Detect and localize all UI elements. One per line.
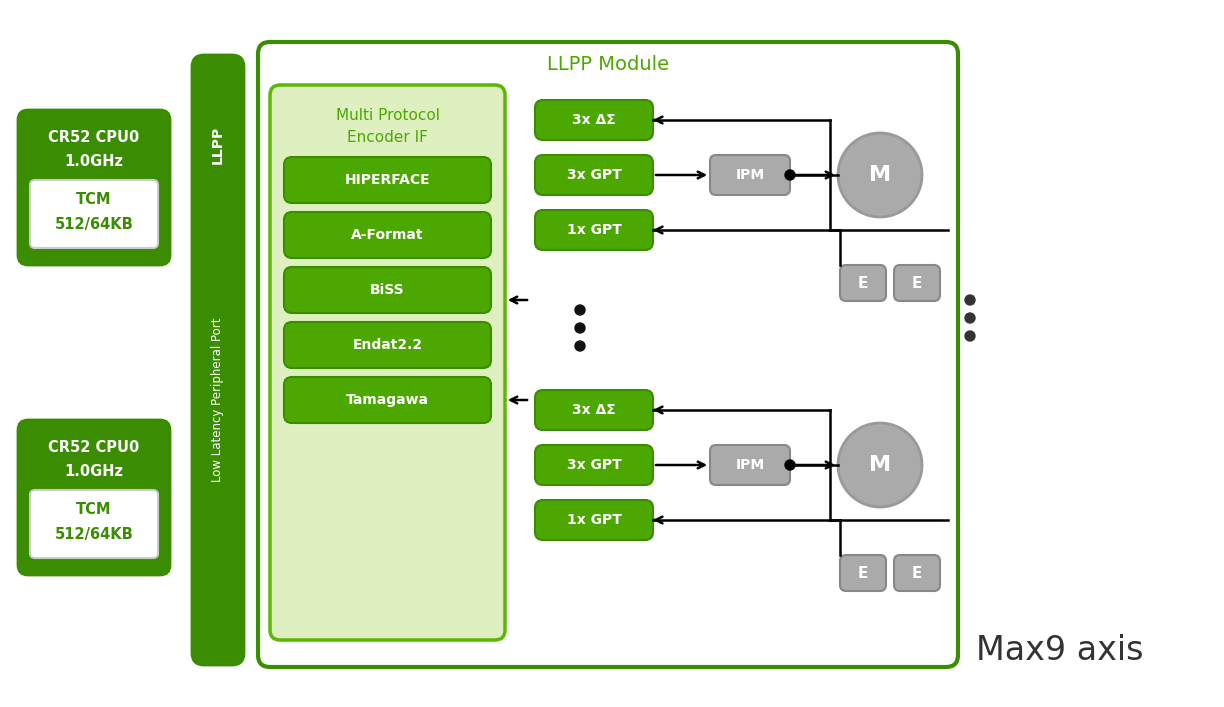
Text: CR52 CPU0: CR52 CPU0	[49, 131, 140, 146]
Text: 1.0GHz: 1.0GHz	[65, 155, 124, 170]
FancyBboxPatch shape	[192, 55, 244, 665]
Text: TCM: TCM	[76, 192, 111, 207]
Text: IPM: IPM	[736, 168, 765, 182]
Circle shape	[575, 341, 585, 351]
Circle shape	[838, 423, 922, 507]
FancyBboxPatch shape	[535, 100, 652, 140]
FancyBboxPatch shape	[894, 555, 940, 591]
FancyBboxPatch shape	[284, 377, 491, 423]
Text: CR52 CPU0: CR52 CPU0	[49, 440, 140, 455]
FancyBboxPatch shape	[284, 267, 491, 313]
Circle shape	[575, 305, 585, 315]
Text: BiSS: BiSS	[370, 283, 405, 297]
Text: Tamagawa: Tamagawa	[346, 393, 428, 407]
Text: M: M	[869, 455, 891, 475]
Text: Encoder IF: Encoder IF	[348, 129, 428, 144]
FancyBboxPatch shape	[271, 85, 506, 640]
Text: 1x GPT: 1x GPT	[567, 513, 622, 527]
FancyBboxPatch shape	[535, 500, 652, 540]
Text: Low Latency Peripheral Port: Low Latency Peripheral Port	[212, 317, 224, 482]
FancyBboxPatch shape	[31, 180, 158, 248]
Circle shape	[965, 313, 976, 323]
Text: E: E	[858, 276, 868, 291]
FancyBboxPatch shape	[710, 155, 789, 195]
Circle shape	[785, 170, 796, 180]
Circle shape	[575, 323, 585, 333]
Text: 3x ΔΣ: 3x ΔΣ	[572, 113, 616, 127]
Circle shape	[965, 295, 976, 305]
FancyBboxPatch shape	[31, 490, 158, 558]
FancyBboxPatch shape	[18, 110, 170, 265]
Text: 3x GPT: 3x GPT	[567, 458, 622, 472]
Circle shape	[838, 133, 922, 217]
Text: E: E	[858, 566, 868, 580]
Text: LLPP: LLPP	[211, 126, 225, 164]
Circle shape	[965, 331, 976, 341]
Text: E: E	[912, 276, 922, 291]
FancyBboxPatch shape	[284, 212, 491, 258]
FancyBboxPatch shape	[710, 445, 789, 485]
Text: Endat2.2: Endat2.2	[353, 338, 422, 352]
Text: 1.0GHz: 1.0GHz	[65, 464, 124, 479]
Text: 3x GPT: 3x GPT	[567, 168, 622, 182]
FancyBboxPatch shape	[284, 157, 491, 203]
FancyBboxPatch shape	[840, 265, 886, 301]
FancyBboxPatch shape	[18, 420, 170, 575]
Text: Multi Protocol: Multi Protocol	[335, 107, 439, 122]
Text: A-Format: A-Format	[351, 228, 424, 242]
FancyBboxPatch shape	[535, 390, 652, 430]
Text: 3x ΔΣ: 3x ΔΣ	[572, 403, 616, 417]
FancyBboxPatch shape	[840, 555, 886, 591]
Text: 512/64KB: 512/64KB	[55, 216, 133, 231]
Text: M: M	[869, 165, 891, 185]
Text: E: E	[912, 566, 922, 580]
Circle shape	[785, 460, 796, 470]
Text: 1x GPT: 1x GPT	[567, 223, 622, 237]
Text: IPM: IPM	[736, 458, 765, 472]
Text: LLPP Module: LLPP Module	[547, 54, 670, 74]
Text: Max9 axis: Max9 axis	[977, 633, 1143, 667]
Text: HIPERFACE: HIPERFACE	[345, 173, 431, 187]
Text: 512/64KB: 512/64KB	[55, 527, 133, 542]
FancyBboxPatch shape	[894, 265, 940, 301]
FancyBboxPatch shape	[535, 445, 652, 485]
FancyBboxPatch shape	[258, 42, 958, 667]
FancyBboxPatch shape	[535, 210, 652, 250]
Text: TCM: TCM	[76, 503, 111, 518]
FancyBboxPatch shape	[535, 155, 652, 195]
FancyBboxPatch shape	[284, 322, 491, 368]
